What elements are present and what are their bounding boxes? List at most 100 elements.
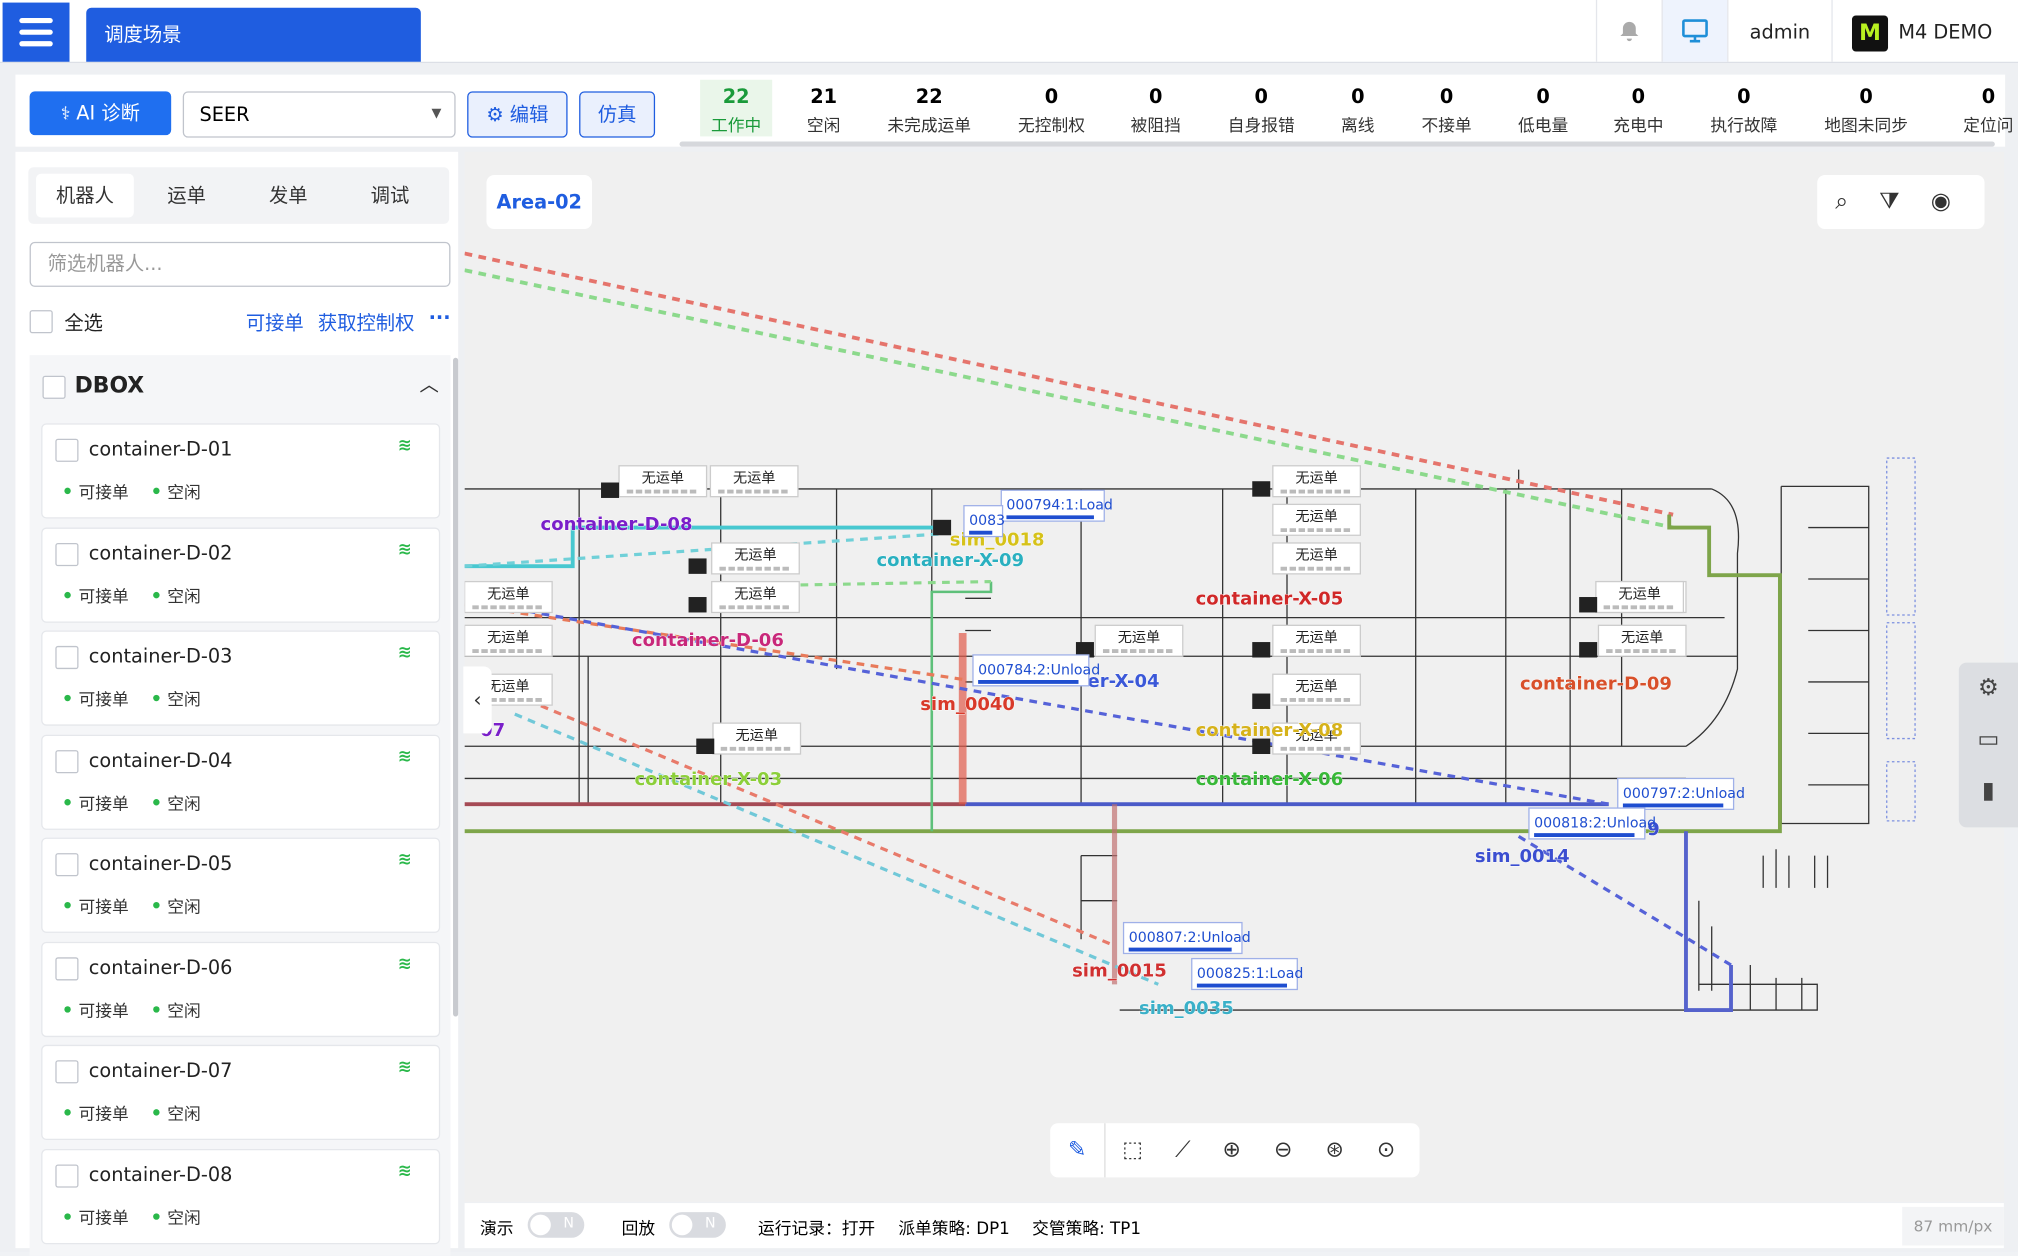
robot-tag: 空闲 bbox=[167, 690, 201, 711]
monitor-button[interactable] bbox=[1661, 0, 1728, 62]
replay-toggle[interactable]: N bbox=[669, 1212, 726, 1238]
map-robot-name: container-X-06 bbox=[1196, 769, 1344, 790]
accept-orders-action[interactable]: 可接单 bbox=[245, 311, 304, 335]
stat-value[interactable]: 22 bbox=[722, 84, 750, 109]
filter-tool[interactable]: ⧩ bbox=[1879, 187, 1900, 215]
robot-tag: 可接单 bbox=[78, 1105, 129, 1125]
stat-value[interactable]: 0 bbox=[1631, 84, 1646, 109]
no-order-label: 无运单 bbox=[734, 548, 776, 564]
stat-value[interactable]: 0 bbox=[1536, 84, 1550, 109]
stat-value[interactable]: 0 bbox=[1737, 84, 1751, 109]
robot-checkbox[interactable] bbox=[55, 1060, 79, 1084]
scene-tab[interactable]: 调度场景 bbox=[86, 7, 421, 62]
sidebar-tab[interactable]: 机器人 bbox=[36, 173, 134, 218]
no-order-box bbox=[709, 465, 799, 498]
robot-checkbox[interactable] bbox=[55, 1163, 79, 1187]
ai-label: AI 诊断 bbox=[76, 101, 140, 125]
map-robot-name: er-X-04 bbox=[1088, 671, 1160, 692]
robot-card[interactable] bbox=[41, 526, 441, 623]
stat-label: 空闲 bbox=[806, 117, 841, 137]
robot-name: container-D-02 bbox=[88, 541, 233, 565]
collapse-button[interactable]: ︿ bbox=[419, 373, 439, 397]
search-tool[interactable]: ⌕ bbox=[1835, 187, 1849, 215]
zoom-in[interactable]: ⊕ bbox=[1222, 1137, 1241, 1164]
tag-dot bbox=[153, 487, 160, 495]
tag-dot bbox=[64, 591, 71, 598]
robot-tool[interactable]: ⚙ bbox=[1978, 674, 1999, 702]
sidebar-tab[interactable]: 运单 bbox=[167, 183, 206, 208]
scene-select[interactable]: SEER ▼ bbox=[182, 91, 456, 138]
tag-dot bbox=[64, 901, 71, 909]
robot-search[interactable]: 筛选机器人... bbox=[29, 241, 451, 287]
edit-button[interactable]: ⚙ 编辑 bbox=[467, 91, 568, 138]
zoom-reset[interactable]: ⊙ bbox=[1376, 1137, 1396, 1164]
map-canvas: 无运单 无运单无运单无运单无运单无运单无运单无运单无运单无运单无运单无运单无运单无… bbox=[464, 251, 1916, 1019]
sidebar-scrollbar[interactable] bbox=[453, 357, 459, 1017]
stat-value[interactable]: 0 bbox=[1044, 84, 1059, 109]
robot-checkbox[interactable] bbox=[55, 956, 79, 980]
zoom-fit[interactable]: ⊛ bbox=[1325, 1137, 1344, 1164]
robot-card[interactable] bbox=[41, 630, 441, 726]
visibility-tool[interactable]: ◉ bbox=[1930, 187, 1951, 215]
robot-card[interactable] bbox=[41, 941, 441, 1037]
stat-label: 被阻挡 bbox=[1130, 117, 1181, 137]
brand: M M4 DEMO bbox=[1831, 0, 2018, 62]
ai-button[interactable]: ⚕ AI 诊断 bbox=[29, 91, 172, 136]
brand-name: M4 DEMO bbox=[1898, 20, 1993, 44]
stat-value[interactable]: 0 bbox=[1859, 84, 1873, 109]
robot-card[interactable] bbox=[41, 837, 441, 933]
simulate-button[interactable]: 仿真 bbox=[579, 91, 656, 138]
area-label[interactable]: Area-02 bbox=[486, 174, 593, 230]
box-tool[interactable]: ⬚ bbox=[1122, 1137, 1143, 1164]
stat-value[interactable]: 0 bbox=[1981, 84, 1996, 109]
task-label: 000784:2:Unload bbox=[978, 662, 1100, 678]
no-order-label: 无运单 bbox=[487, 679, 529, 695]
no-order-label: 无运单 bbox=[1295, 679, 1337, 695]
robot-tag: 空闲 bbox=[167, 587, 201, 607]
stat-value[interactable]: 22 bbox=[915, 84, 943, 109]
sidebar-tab[interactable]: 发单 bbox=[268, 183, 308, 208]
group-checkbox[interactable] bbox=[42, 375, 66, 399]
robot-card[interactable] bbox=[41, 423, 441, 519]
robot-checkbox[interactable] bbox=[55, 542, 79, 566]
robot-checkbox[interactable] bbox=[55, 438, 79, 462]
select-tool[interactable]: ✎ bbox=[1050, 1123, 1106, 1178]
notification-button[interactable] bbox=[1595, 0, 1662, 62]
more-actions[interactable]: ··· bbox=[428, 306, 451, 330]
robot-icon bbox=[1579, 642, 1598, 658]
robot-card[interactable] bbox=[41, 734, 441, 830]
stats-scrollbar[interactable] bbox=[679, 141, 1995, 147]
stat-label: 离线 bbox=[1341, 117, 1375, 137]
demo-toggle[interactable]: N bbox=[527, 1212, 585, 1238]
stat-value[interactable]: 21 bbox=[810, 84, 838, 109]
menu-button[interactable] bbox=[2, 2, 70, 62]
collapse-sidebar[interactable]: ‹ bbox=[463, 666, 492, 734]
chart-tool[interactable]: ▭ bbox=[1977, 725, 2000, 753]
robot-card[interactable] bbox=[41, 1148, 441, 1244]
sidebar-tab[interactable]: 调试 bbox=[370, 183, 410, 208]
stat-value[interactable]: 0 bbox=[1439, 84, 1454, 109]
robot-checkbox[interactable] bbox=[55, 645, 79, 670]
no-order-label: 无运单 bbox=[736, 728, 778, 744]
robot-card[interactable] bbox=[41, 1044, 441, 1141]
log-status[interactable]: 运行记录：打开 bbox=[758, 1219, 876, 1240]
zoom-out[interactable]: ⊖ bbox=[1273, 1137, 1293, 1164]
stat-value[interactable]: 0 bbox=[1254, 84, 1268, 109]
take-control-action[interactable]: 获取控制权 bbox=[317, 311, 415, 335]
user-menu[interactable]: admin bbox=[1727, 0, 1831, 62]
tag-dot bbox=[153, 591, 160, 598]
task-label: 000794:1:Load bbox=[1006, 498, 1112, 514]
stat-value[interactable]: 0 bbox=[1351, 84, 1365, 109]
clipboard-tool[interactable]: ▮ bbox=[1982, 777, 1995, 805]
stat-value[interactable]: 0 bbox=[1149, 84, 1163, 109]
robot-icon bbox=[696, 738, 715, 755]
task-label: 000825:1:Load bbox=[1197, 966, 1303, 982]
measure-tool[interactable]: ⟋ bbox=[1175, 1137, 1191, 1164]
tag-dot bbox=[64, 1109, 71, 1116]
select-all-checkbox[interactable] bbox=[29, 310, 53, 334]
map-robot-name: sim_0015 bbox=[1072, 961, 1167, 982]
stat-label: 无控制权 bbox=[1017, 117, 1085, 137]
robot-checkbox[interactable] bbox=[55, 853, 79, 877]
robot-icon bbox=[1252, 693, 1271, 709]
robot-checkbox[interactable] bbox=[55, 749, 79, 773]
